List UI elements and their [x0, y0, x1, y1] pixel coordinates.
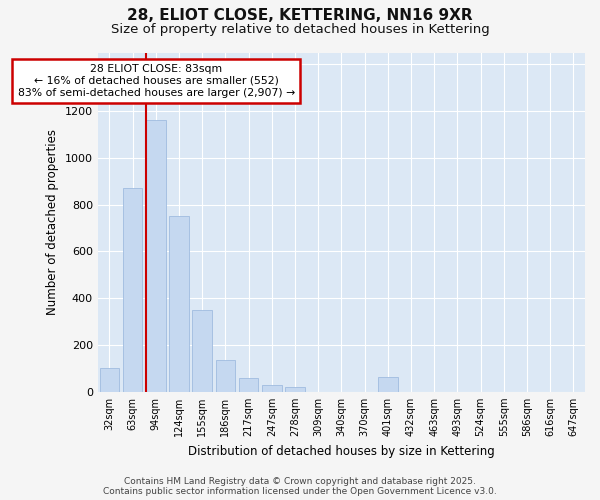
- Text: Size of property relative to detached houses in Kettering: Size of property relative to detached ho…: [110, 22, 490, 36]
- Text: Contains HM Land Registry data © Crown copyright and database right 2025.
Contai: Contains HM Land Registry data © Crown c…: [103, 476, 497, 496]
- Bar: [169, 216, 189, 392]
- Bar: [146, 120, 166, 392]
- Bar: [100, 368, 119, 392]
- Bar: [123, 188, 142, 392]
- Bar: [378, 376, 398, 392]
- X-axis label: Distribution of detached houses by size in Kettering: Distribution of detached houses by size …: [188, 444, 495, 458]
- Bar: [239, 378, 259, 392]
- Bar: [193, 310, 212, 392]
- Bar: [215, 360, 235, 392]
- Bar: [262, 385, 281, 392]
- Text: 28 ELIOT CLOSE: 83sqm
← 16% of detached houses are smaller (552)
83% of semi-det: 28 ELIOT CLOSE: 83sqm ← 16% of detached …: [17, 64, 295, 98]
- Y-axis label: Number of detached properties: Number of detached properties: [46, 129, 59, 315]
- Text: 28, ELIOT CLOSE, KETTERING, NN16 9XR: 28, ELIOT CLOSE, KETTERING, NN16 9XR: [127, 8, 473, 22]
- Bar: [285, 387, 305, 392]
